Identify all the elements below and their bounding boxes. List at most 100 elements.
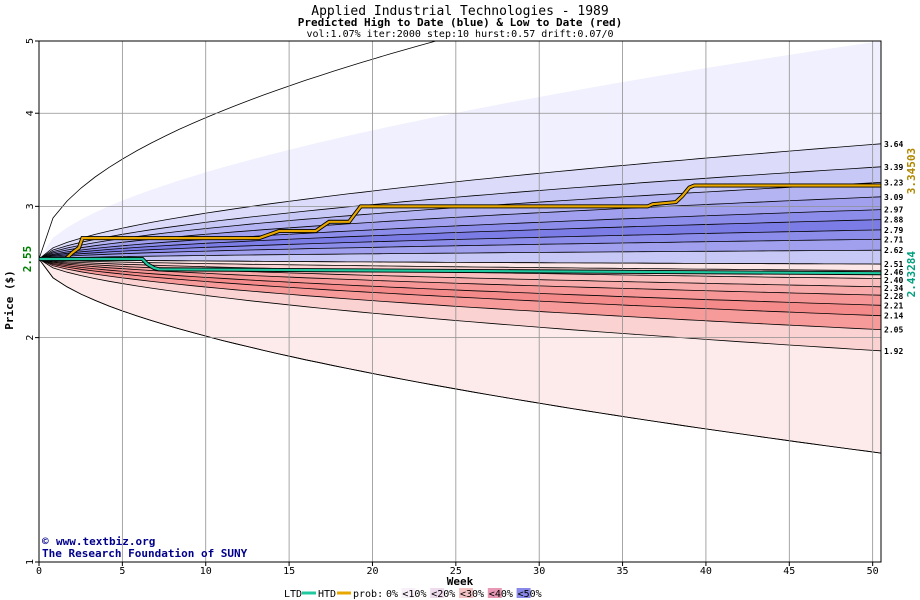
y-tick-label: 4	[25, 110, 36, 116]
legend-prob-swatch	[385, 588, 399, 598]
band-end-label: 2.40	[884, 276, 903, 285]
band-end-label: 2.05	[884, 326, 903, 335]
copyright-symbol: ©	[42, 535, 49, 548]
lower-band-boundary	[39, 258, 881, 306]
x-axis-ticks: 0 5 10 15 20 25 30 35 40 45 50	[36, 562, 879, 577]
upper-band-boundary	[39, 249, 881, 260]
legend-prob-label: <20%	[431, 589, 455, 600]
x-tick-label: 25	[450, 566, 462, 577]
legend-prob-label: 0%	[386, 589, 398, 600]
band-end-label: 3.39	[884, 163, 903, 172]
band-end-label: 2.46	[884, 268, 903, 277]
start-price-label: 2.55	[21, 246, 34, 273]
legend-prob-prefix: prob:	[353, 589, 383, 600]
x-axis-label: Week	[447, 575, 474, 588]
band-end-label: 2.34	[884, 284, 903, 293]
y-tick-label: 1	[25, 559, 36, 565]
credit-block: © www.textbiz.org The Research Foundatio…	[42, 535, 248, 560]
x-tick-label: 20	[366, 566, 378, 577]
band-end-label: 2.79	[884, 226, 903, 235]
legend-prob-label: <40%	[489, 589, 513, 600]
series-lines	[39, 183, 882, 276]
band-end-label: 3.23	[884, 178, 903, 187]
lower-band-boundary	[39, 258, 881, 265]
band-end-label: 2.62	[884, 246, 903, 255]
upper-band-boundary	[39, 219, 881, 260]
upper-band-boundary	[39, 229, 881, 260]
legend-prob-swatch	[401, 588, 416, 598]
lower-band	[39, 259, 881, 330]
upper-band	[39, 209, 881, 259]
upper-band-boundary	[39, 143, 881, 260]
upper-band	[39, 239, 881, 259]
x-tick-label: 15	[283, 566, 295, 577]
lower-band-boundary	[39, 258, 881, 330]
band-end-label: 2.88	[884, 216, 903, 225]
probability-bands	[39, 41, 881, 454]
band-end-label: 2.97	[884, 206, 903, 215]
legend-prob-swatch	[516, 588, 531, 598]
upper-band	[39, 250, 881, 265]
legend-ltd-label: LTD	[284, 589, 302, 600]
x-tick-label: 45	[783, 566, 795, 577]
legend-prob-label: <30%	[460, 589, 484, 600]
legend-prob-swatch	[430, 588, 445, 598]
credit-site: www.textbiz.org	[56, 535, 155, 548]
band-end-label: 2.71	[884, 235, 903, 244]
lower-band	[39, 259, 881, 296]
band-end-label: 3.64	[884, 140, 903, 149]
lower-band	[39, 259, 881, 271]
band-end-label: 2.14	[884, 312, 903, 321]
upper-band-boundary	[39, 238, 881, 260]
y-tick-label: 3	[25, 203, 36, 209]
simulation-params: vol:1.07% iter:2000 step:10 hurst:0.57 d…	[306, 29, 613, 40]
chart-subtitle: Predicted High to Date (blue) & Low to D…	[298, 16, 623, 29]
x-tick-label: 50	[867, 566, 879, 577]
x-tick-label: 40	[700, 566, 712, 577]
plot-frame	[38, 40, 882, 563]
upper-band	[39, 229, 881, 259]
upper-band-boundary	[39, 166, 881, 260]
x-tick-label: 10	[200, 566, 212, 577]
x-tick-label: 30	[533, 566, 545, 577]
band-end-label: 2.28	[884, 292, 903, 301]
lower-band-boundary	[39, 258, 881, 317]
upper-envelope	[39, 41, 438, 260]
band-end-labels: 3.64 3.39 3.23 3.09 2.972.882.792.71 2.62 2.51…	[884, 140, 903, 356]
low-end-price-label: 2.43284	[905, 251, 918, 298]
y-tick-label: 5	[25, 38, 36, 44]
lower-band	[39, 259, 881, 454]
lower-band	[39, 259, 881, 351]
high-end-price-label: 3.34503	[905, 148, 918, 194]
lower-band	[39, 259, 881, 316]
y-axis-ticks: 1 2 3 4 5	[25, 38, 39, 565]
x-tick-label: 5	[119, 566, 125, 577]
lower-band	[39, 259, 881, 306]
legend-prob-swatch	[459, 588, 473, 598]
upper-band	[39, 41, 881, 259]
legend-htd-label: HTD	[318, 589, 336, 600]
band-end-label: 1.92	[884, 347, 903, 356]
htd-series-line	[39, 184, 881, 261]
legend-prob-label: <10%	[402, 589, 426, 600]
y-tick-label: 2	[25, 335, 36, 341]
x-tick-label: 35	[617, 566, 629, 577]
upper-band-boundary	[39, 209, 881, 260]
ltd-series-line	[39, 257, 882, 275]
upper-band	[39, 143, 881, 259]
outside-region	[39, 41, 881, 259]
credit-org: The Research Foundation of SUNY	[42, 547, 248, 560]
legend-prob-label: <50%	[518, 589, 542, 600]
lower-band-boundary	[39, 258, 881, 296]
band-end-label: 2.21	[884, 301, 903, 310]
lower-band-boundary	[39, 258, 881, 271]
upper-band	[39, 196, 881, 259]
legend: LTD HTD prob: 0% <10% <20% <30% <40% <50%	[284, 588, 542, 600]
legend-prob-swatch	[487, 588, 502, 598]
band-end-label: 3.09	[884, 193, 903, 202]
band-end-label: 2.51	[884, 260, 903, 269]
y-axis-label: Price ($)	[3, 270, 16, 330]
chart-title: Applied Industrial Technologies - 1989	[311, 4, 608, 19]
x-tick-label: 0	[36, 566, 42, 577]
